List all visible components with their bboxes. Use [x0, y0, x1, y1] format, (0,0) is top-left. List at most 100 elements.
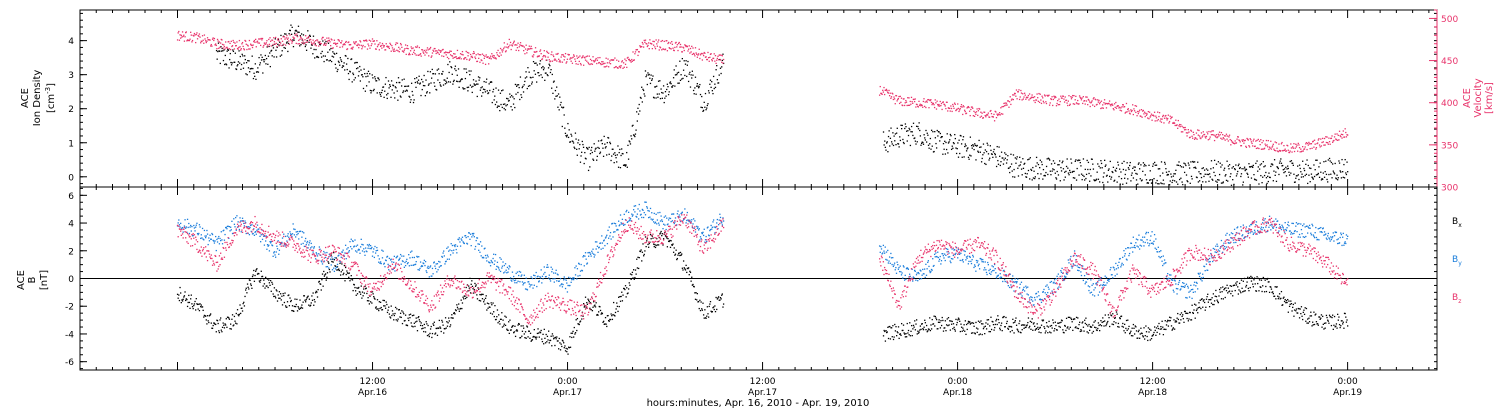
- density-point: [337, 60, 340, 62]
- bx-point: [291, 309, 293, 312]
- density-point: [1039, 166, 1041, 169]
- density-point: [302, 42, 304, 44]
- velocity-point: [329, 45, 332, 47]
- velocity-point: [459, 53, 462, 55]
- velocity-point: [1329, 143, 1331, 145]
- velocity-point: [1298, 144, 1300, 146]
- bx-point: [664, 231, 666, 234]
- velocity-point: [591, 63, 594, 65]
- density-point: [1259, 164, 1261, 166]
- velocity-point: [273, 37, 275, 39]
- velocity-point: [598, 61, 600, 64]
- bx-point: [440, 330, 442, 333]
- density-point: [522, 85, 524, 88]
- velocity-point: [1297, 142, 1299, 145]
- density-point: [670, 83, 672, 85]
- velocity-point: [317, 41, 319, 43]
- velocity-point: [1298, 147, 1301, 149]
- density-point: [624, 165, 627, 167]
- velocity-point: [314, 44, 316, 46]
- bx-point: [1047, 326, 1050, 328]
- density-point: [952, 141, 955, 144]
- bx-point: [1339, 326, 1341, 329]
- density-point: [390, 96, 392, 98]
- density-point: [1017, 167, 1019, 169]
- density-point: [355, 61, 357, 64]
- bx-point: [244, 295, 246, 298]
- density-point: [958, 139, 960, 141]
- velocity-point: [1206, 131, 1208, 133]
- bx-point: [446, 321, 448, 323]
- bx-point: [950, 323, 953, 325]
- density-point: [472, 85, 474, 88]
- velocity-point: [671, 43, 674, 45]
- density-point: [1252, 166, 1254, 169]
- density-point: [441, 73, 443, 75]
- velocity-point: [446, 51, 448, 54]
- velocity-point: [1177, 127, 1179, 129]
- density-point: [1340, 171, 1342, 173]
- bx-point: [1015, 324, 1018, 326]
- bx-point: [975, 327, 978, 329]
- density-point: [1110, 176, 1113, 178]
- bx-point: [315, 290, 317, 293]
- velocity-point: [644, 41, 646, 43]
- density-point: [1033, 170, 1035, 172]
- bx-point: [632, 277, 634, 279]
- velocity-point: [290, 40, 292, 42]
- velocity-point: [405, 53, 407, 56]
- velocity-point: [1204, 136, 1206, 138]
- velocity-point: [181, 31, 184, 33]
- density-point: [626, 151, 628, 154]
- density-point: [331, 55, 333, 57]
- velocity-point: [344, 44, 346, 46]
- bx-point: [1127, 319, 1129, 321]
- density-point: [405, 89, 408, 91]
- velocity-point: [196, 38, 199, 40]
- density-point: [1005, 162, 1008, 164]
- bx-point: [622, 294, 624, 296]
- velocity-point: [1280, 150, 1282, 152]
- bx-point: [236, 309, 239, 311]
- bx-point: [883, 329, 885, 332]
- bx-point: [955, 318, 957, 321]
- density-point: [686, 64, 688, 66]
- velocity-point: [682, 47, 685, 49]
- density-point: [230, 61, 232, 64]
- bx-point: [301, 307, 304, 309]
- density-point: [639, 96, 642, 99]
- velocity-point: [476, 60, 479, 63]
- bx-point: [516, 330, 519, 332]
- bx-point: [1333, 315, 1336, 318]
- velocity-point: [1028, 99, 1030, 101]
- bx-point: [389, 317, 392, 319]
- density-point: [644, 70, 647, 72]
- density-point: [1155, 164, 1158, 166]
- density-point: [1122, 183, 1124, 185]
- velocity-point: [223, 46, 226, 48]
- bx-point: [1144, 335, 1146, 337]
- bx-point: [1137, 337, 1139, 339]
- bx-point: [1195, 309, 1198, 312]
- velocity-point: [289, 38, 292, 41]
- velocity-point: [576, 55, 578, 57]
- bx-point: [1078, 323, 1080, 326]
- density-point: [468, 70, 470, 72]
- velocity-point: [1062, 95, 1064, 97]
- density-point: [1260, 163, 1263, 165]
- bx-point: [609, 318, 612, 321]
- velocity-point: [570, 60, 572, 62]
- density-point: [365, 75, 367, 78]
- density-point: [446, 77, 448, 79]
- density-point: [627, 158, 630, 160]
- bx-point: [431, 336, 433, 339]
- velocity-point: [351, 47, 353, 49]
- velocity-point: [1040, 102, 1043, 105]
- velocity-point: [286, 38, 289, 40]
- velocity-point: [1008, 101, 1011, 103]
- bx-point: [1133, 327, 1135, 329]
- velocity-point: [1200, 132, 1203, 134]
- bx-point: [933, 315, 935, 317]
- density-point: [1256, 160, 1258, 162]
- density-point: [1104, 165, 1106, 168]
